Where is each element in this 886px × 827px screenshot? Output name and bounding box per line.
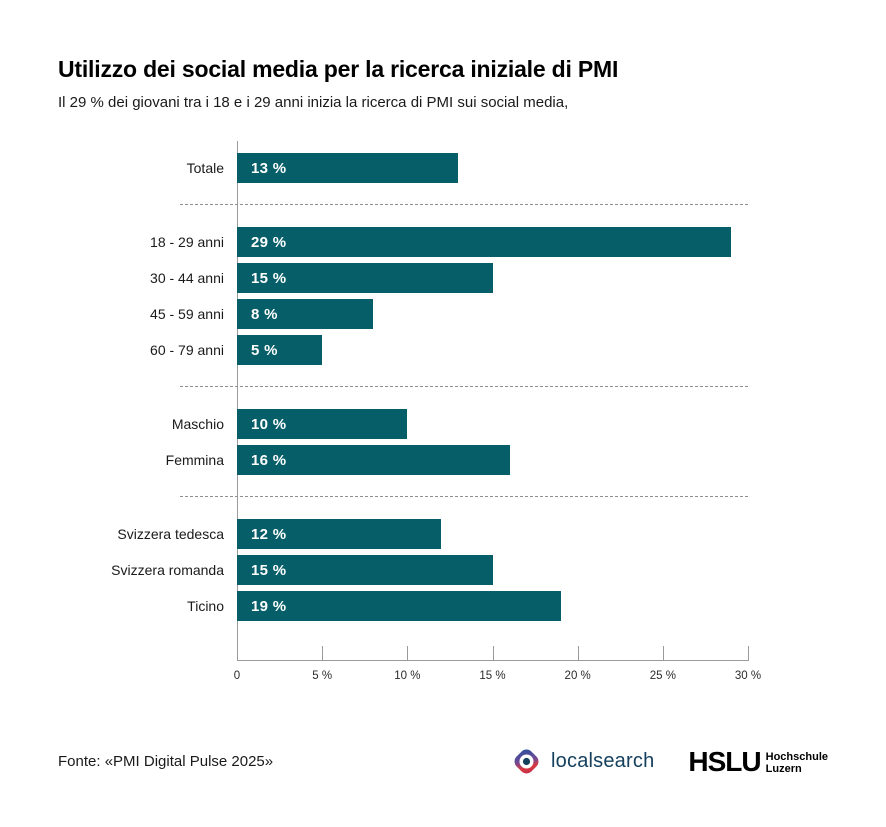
x-axis-tick-label: 10 % — [394, 670, 421, 682]
bar-row: Maschio 10 % — [58, 409, 748, 439]
bar-value-label: 29 % — [251, 233, 287, 251]
bar-row: Femmina 16 % — [58, 445, 748, 475]
localsearch-icon — [511, 746, 542, 777]
category-label: Svizzera tedesca — [117, 526, 224, 542]
bar-row: Svizzera romanda 15 % — [58, 555, 748, 585]
bar: 13 % — [237, 153, 459, 183]
page-subtitle: Il 29 % dei giovani tra i 18 e i 29 anni… — [58, 94, 569, 111]
x-axis-line — [237, 660, 749, 661]
x-axis-tick-label: 25 % — [649, 670, 676, 682]
x-axis-tick-label: 20 % — [564, 670, 591, 682]
x-axis-tick — [662, 646, 664, 661]
x-axis-tick — [748, 646, 749, 661]
bar-group-totale: Totale 13 % — [58, 153, 748, 183]
hslu-acronym: HSLU — [688, 745, 761, 777]
hslu-subtitle: Hochschule Luzern — [765, 750, 828, 775]
category-label: Totale — [186, 160, 224, 176]
x-axis-tick-labels: 0 5 % 10 % 15 % 20 % 25 % 30 % — [233, 670, 761, 692]
bar-value-label: 15 % — [251, 561, 287, 579]
group-separator-line — [180, 386, 748, 387]
group-separator-line — [180, 204, 748, 205]
bar-value-label: 19 % — [251, 597, 287, 615]
x-axis-tick — [322, 646, 324, 661]
bar-value-label: 16 % — [251, 451, 287, 469]
x-axis-tick-label: 30 % — [734, 670, 762, 682]
bar-group-regione: Svizzera tedesca 12 % Svizzera romanda 15 %… — [58, 519, 748, 621]
bar-group-genere: Maschio 10 % Femmina 16 % — [58, 409, 748, 475]
footer: Fonte: «PMI Digital Pulse 2025» — [58, 746, 828, 777]
footer-logos: localsearch HSLU Hochschule Luzern — [511, 746, 828, 777]
hslu-logo: HSLU Hochschule Luzern — [688, 745, 828, 777]
category-label: 45 - 59 anni — [150, 306, 224, 322]
category-label: Femmina — [165, 452, 224, 468]
bar-row: 30 - 44 anni 15 % — [58, 263, 748, 293]
bar-value-label: 12 % — [251, 525, 287, 543]
plot-area: Totale 13 % 18 - 29 anni 29 % 30 - 44 anni 15… — [58, 141, 749, 661]
bar-value-label: 8 % — [251, 305, 278, 323]
category-label: 60 - 79 anni — [150, 342, 224, 358]
x-axis-tick-label: 15 % — [479, 670, 506, 682]
bar: 15 % — [237, 263, 493, 293]
bar-value-label: 15 % — [251, 269, 287, 287]
bar-row: Ticino 19 % — [58, 591, 748, 621]
bar-value-label: 5 % — [251, 341, 278, 359]
bar-groups: Totale 13 % 18 - 29 anni 29 % 30 - 44 anni 15… — [58, 153, 748, 621]
localsearch-wordmark: localsearch — [551, 750, 655, 772]
source-note: Fonte: «PMI Digital Pulse 2025» — [58, 753, 274, 770]
bar-value-label: 13 % — [251, 159, 287, 177]
category-label: 18 - 29 anni — [150, 234, 224, 250]
x-axis-tick-label: 5 % — [312, 670, 333, 682]
bar-chart: Totale 13 % 18 - 29 anni 29 % 30 - 44 anni 15… — [58, 141, 761, 692]
category-label: Maschio — [171, 416, 224, 432]
bar-row: 45 - 59 anni 8 % — [58, 299, 748, 329]
infographic-page: Utilizzo dei social media per la ricerca… — [58, 56, 761, 692]
bar: 29 % — [237, 227, 731, 257]
localsearch-logo: localsearch — [511, 746, 654, 777]
bar: 16 % — [237, 445, 510, 475]
bar-row: 18 - 29 anni 29 % — [58, 227, 748, 257]
x-axis-tick-label: 0 — [233, 670, 241, 682]
bar: 10 % — [237, 409, 408, 439]
bar: 15 % — [237, 555, 493, 585]
x-axis-tick — [577, 646, 579, 661]
y-axis-line — [237, 141, 238, 661]
category-label: 30 - 44 anni — [150, 270, 224, 286]
bar: 8 % — [237, 299, 374, 329]
bar: 19 % — [237, 591, 561, 621]
bar: 12 % — [237, 519, 442, 549]
bar: 5 % — [237, 335, 323, 365]
x-axis-tick — [407, 646, 409, 661]
category-label: Ticino — [187, 598, 224, 614]
category-label: Svizzera romanda — [111, 562, 224, 578]
x-axis-ticks — [237, 646, 749, 661]
bar-row: Totale 13 % — [58, 153, 748, 183]
page-title: Utilizzo dei social media per la ricerca… — [58, 56, 619, 82]
group-separator-line — [180, 496, 748, 497]
bar-value-label: 10 % — [251, 415, 287, 433]
bar-row: 60 - 79 anni 5 % — [58, 335, 748, 365]
bar-group-eta: 18 - 29 anni 29 % 30 - 44 anni 15 % 45 - 59 … — [58, 227, 748, 365]
bar-row: Svizzera tedesca 12 % — [58, 519, 748, 549]
x-axis-tick — [492, 646, 494, 661]
